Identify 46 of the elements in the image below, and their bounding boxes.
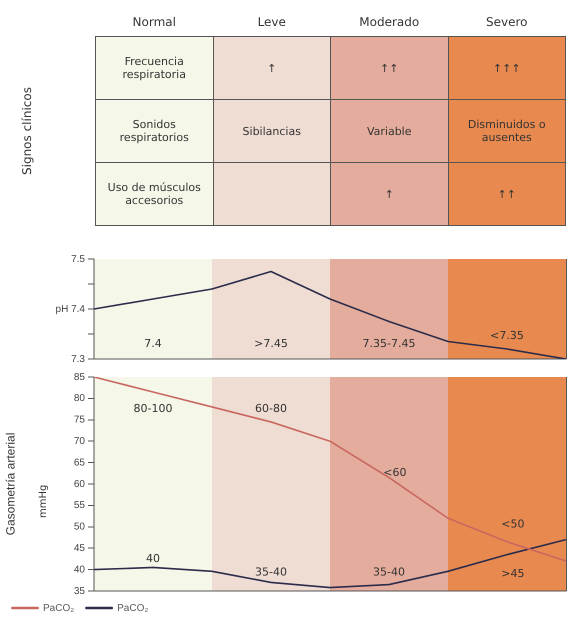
y-axis-title: Gasometría arterial [4, 432, 18, 536]
annotation: >7.45 [254, 336, 288, 350]
annotation: 7.35-7.45 [362, 336, 416, 350]
y-tick-label: 50 [74, 522, 86, 533]
text: ↑↑↑ [492, 62, 521, 74]
category-label: Uso de músculos accesorios [108, 181, 201, 207]
annotation: 40 [146, 552, 160, 565]
text: ↑ [384, 188, 394, 200]
y-tick-label: 55 [74, 500, 86, 512]
annotation: 35-40 [373, 566, 405, 579]
category-label: Leve [256, 14, 287, 31]
text: Variable [366, 124, 412, 138]
text: Disminuidos o ausentes [468, 118, 546, 144]
annotation: 80-100 [134, 402, 172, 415]
category-label: Moderado [358, 14, 420, 31]
annotation: >45 [501, 567, 525, 580]
legend-label: PaCO₂ [117, 602, 148, 614]
annotation: <60 [383, 466, 407, 480]
category-label: Frecuencia respiratoria [122, 55, 186, 81]
legend-label: PaCO₂ [43, 602, 74, 614]
category-label: Severo [485, 14, 528, 31]
text: ↑↑ [380, 62, 398, 74]
text: mmHg [38, 484, 49, 518]
y-tick-label: 45 [74, 542, 86, 554]
y-tick-label: 7.5 [71, 254, 86, 265]
annotation: 7.4 [144, 336, 162, 350]
y-tick-label: 40 [74, 564, 86, 576]
y-tick-label: 70 [74, 436, 86, 447]
text: ↑↑ [498, 188, 516, 200]
annotation: 60-80 [255, 402, 287, 415]
y-tick-label: pH 7.4 [56, 304, 86, 315]
y-tick-label: 35 [74, 586, 86, 597]
category-label: Normal [132, 14, 177, 31]
annotation: <50 [501, 518, 525, 531]
text: Sibilancias [242, 124, 301, 138]
category-label: Sonidos respiratorios [120, 118, 189, 144]
y-tick-label: 80 [74, 393, 86, 404]
y-tick-label: 65 [74, 457, 86, 468]
y-tick-label: 75 [74, 414, 86, 426]
y-tick-label: 7.3 [71, 354, 86, 365]
annotation: 35-40 [255, 566, 287, 579]
text: ↑ [267, 62, 276, 74]
text: Signos clínicos [20, 87, 34, 175]
annotation: <7.35 [490, 328, 524, 342]
y-tick-label: 60 [74, 478, 86, 490]
y-tick-label: 85 [74, 372, 86, 383]
